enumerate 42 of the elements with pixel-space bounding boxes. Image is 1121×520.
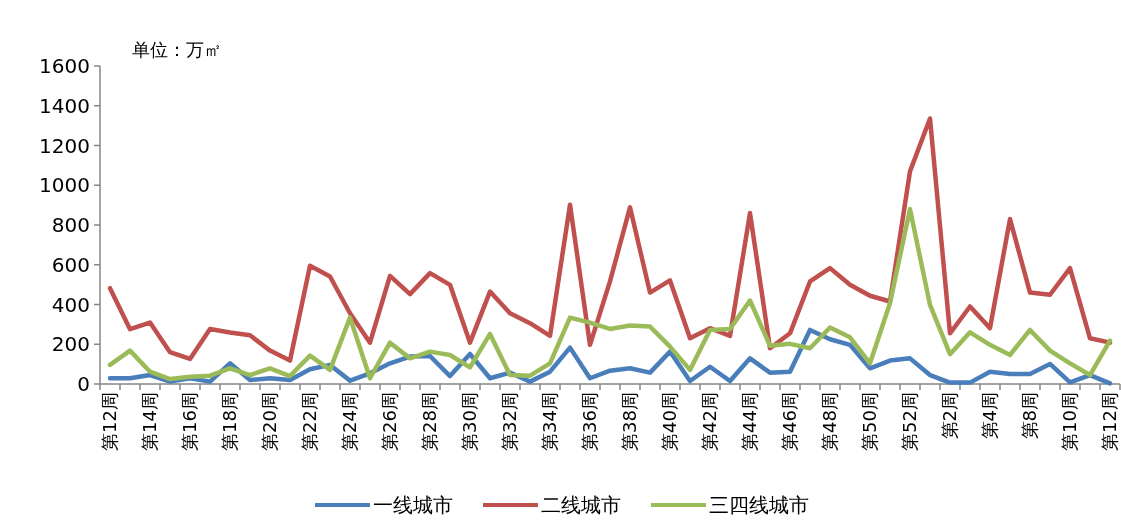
y-tick-label: 800 — [51, 213, 90, 237]
x-tick-label: 第4周 — [979, 392, 1000, 440]
x-tick-label: 第16周 — [179, 392, 200, 451]
x-tick-label: 第36周 — [579, 392, 600, 451]
y-tick-label: 1200 — [39, 133, 90, 158]
x-tick-label: 第18周 — [219, 392, 240, 451]
legend-label: 一线城市 — [373, 493, 453, 517]
x-tick-label: 第42周 — [699, 392, 720, 451]
legend-label: 三四线城市 — [709, 493, 809, 517]
x-tick-label: 第2周 — [939, 392, 960, 440]
y-axis-title: 单位：万㎡ — [132, 39, 222, 60]
x-tick-label: 第40周 — [659, 392, 680, 451]
y-tick-label: 1000 — [39, 173, 90, 198]
x-tick-label: 第28周 — [419, 392, 440, 451]
x-tick-label: 第34周 — [539, 392, 560, 451]
x-tick-label: 第26周 — [379, 392, 400, 451]
line-series — [107, 206, 1113, 382]
x-tick-label: 第24周 — [339, 392, 360, 451]
y-tick-label: 400 — [51, 292, 90, 317]
x-tick-label: 第22周 — [299, 392, 320, 451]
x-tick-label: 第8周 — [1019, 392, 1040, 440]
x-tick-label: 第30周 — [459, 392, 480, 451]
line-series — [107, 116, 1113, 363]
line-series — [107, 327, 1113, 386]
x-tick-label: 第38周 — [619, 392, 640, 451]
x-tick-label: 第10周 — [1059, 392, 1080, 451]
y-tick-label: 600 — [51, 252, 90, 277]
legend-label: 二线城市 — [541, 493, 621, 517]
x-tick-label: 第14周 — [139, 392, 160, 451]
y-tick-label: 1600 — [39, 54, 90, 78]
x-tick-label: 第52周 — [899, 392, 920, 451]
x-tick-label: 第32周 — [499, 392, 520, 451]
y-tick-label: 200 — [51, 332, 90, 357]
y-tick-label: 0 — [77, 372, 90, 396]
x-tick-label: 第12周 — [1099, 392, 1120, 451]
x-tick-label: 第50周 — [859, 392, 880, 451]
x-tick-label: 第46周 — [779, 392, 800, 451]
x-tick-label: 第44周 — [739, 392, 760, 451]
y-tick-label: 1400 — [39, 93, 90, 118]
x-tick-label: 第48周 — [819, 392, 840, 451]
x-tick-label: 第20周 — [259, 392, 280, 451]
x-tick-label: 第12周 — [99, 392, 120, 451]
